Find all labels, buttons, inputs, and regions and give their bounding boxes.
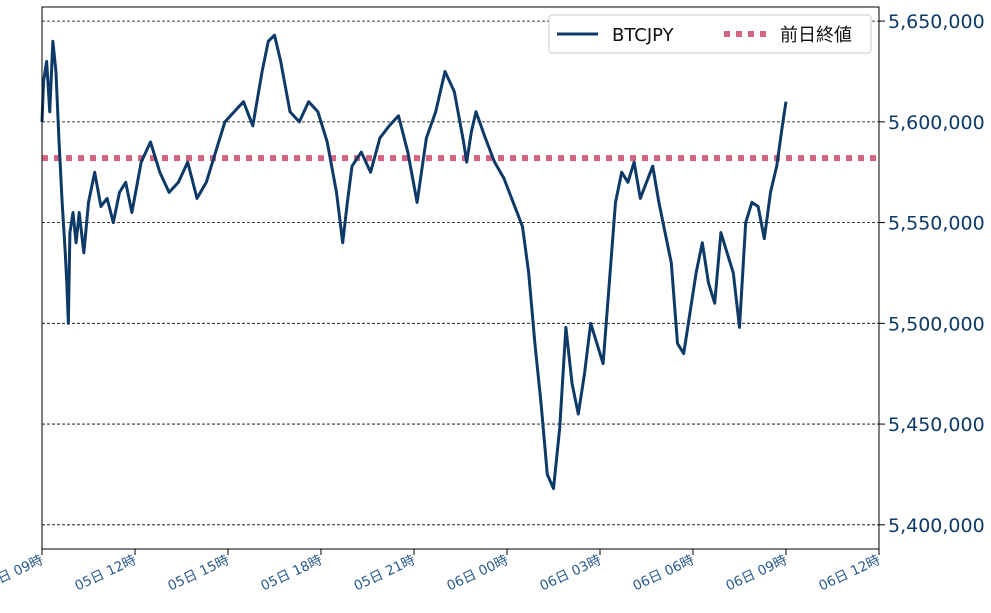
y-axis: 5,400,000 5,450,000 5,500,000 5,550,000 5,60…: [879, 11, 985, 537]
x-tick-label: 06日 00時: [444, 552, 511, 594]
y-tick-label: 5,600,000: [888, 112, 985, 134]
series-btcjpy-line: [40, 33, 788, 491]
x-tick-label: 06日 03時: [537, 552, 604, 594]
x-tick-label: 05日 21時: [351, 552, 418, 594]
x-tick-label: 06日 06時: [630, 552, 697, 594]
y-tick-label: 5,450,000: [888, 414, 985, 436]
legend-label-previous-close: 前日終値: [780, 25, 852, 46]
legend-box: [548, 14, 872, 54]
y-tick-label: 5,550,000: [888, 213, 985, 235]
x-axis: 05日 09時 05日 12時 05日 15時 05日 18時 05日 21時 06日 0…: [0, 549, 883, 594]
y-tick-label: 5,500,000: [888, 313, 985, 335]
x-tick-label: 05日 15時: [165, 552, 232, 594]
grid-lines: [42, 20, 879, 526]
x-tick-label: 05日 09時: [0, 552, 46, 594]
legend-label-btcjpy: BTCJPY: [612, 25, 675, 46]
x-tick-label: 05日 18時: [258, 552, 325, 594]
legend: BTCJPY 前日終値: [548, 14, 872, 54]
x-tick-label: 05日 12時: [72, 552, 139, 594]
x-tick-label: 06日 09時: [723, 552, 790, 594]
y-tick-label: 5,400,000: [888, 515, 985, 537]
plot-frame: [41, 6, 880, 550]
x-tick-label: 06日 12時: [816, 552, 883, 594]
series-layer: [40, 33, 879, 491]
y-tick-label: 5,650,000: [888, 11, 985, 33]
